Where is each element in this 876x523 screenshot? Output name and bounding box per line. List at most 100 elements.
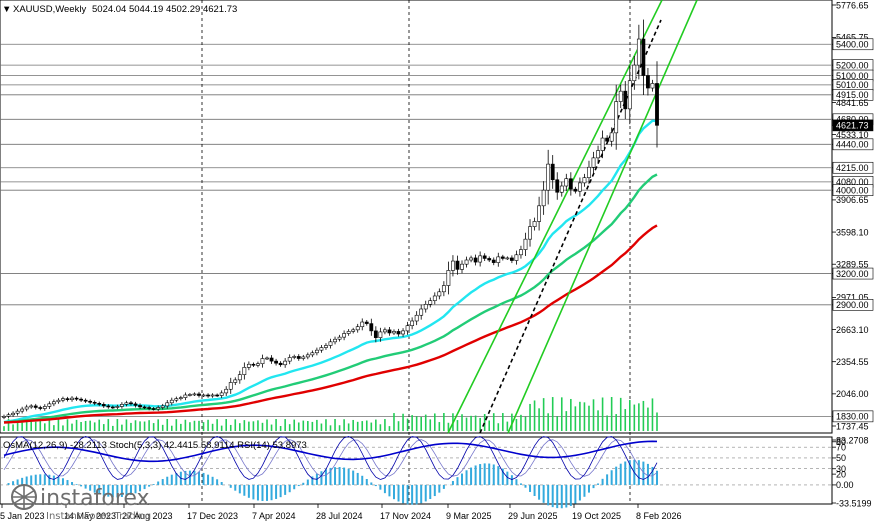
candle-body-118 (537, 205, 541, 222)
candle-103 (469, 255, 473, 263)
price-tick-label-24: 1830.00 (836, 412, 869, 422)
candle-body-136 (618, 90, 623, 102)
candle-body-27 (124, 402, 129, 405)
candle-body-101 (460, 263, 464, 270)
candle-59 (269, 355, 274, 364)
candle-83 (378, 327, 383, 342)
price-tick-label-23: 2046.00 (836, 389, 869, 399)
candle-34 (156, 405, 161, 412)
candle-5 (24, 404, 29, 412)
candle-body-10 (47, 403, 52, 407)
candle-141 (641, 19, 646, 96)
indicator-label: OsMA(12,26,9) -28.2113 Stoch(5,3,3) 42.4… (3, 440, 307, 451)
candle-body-25 (115, 406, 120, 408)
candle-body-85 (387, 329, 392, 334)
candle-13 (61, 396, 65, 403)
candle-body-95 (432, 295, 437, 301)
brand-name: instaforex (40, 486, 150, 511)
candle-body-123 (559, 185, 564, 193)
oscillators (0, 435, 832, 509)
candle-body-77 (351, 329, 356, 332)
candle-body-70 (319, 347, 324, 351)
candle-86 (392, 329, 396, 336)
candle-body-96 (437, 291, 442, 297)
candle-body-52 (237, 374, 242, 381)
candle-125 (568, 172, 573, 196)
candle-119 (541, 181, 546, 215)
candle-body-4 (20, 408, 25, 412)
candle-body-43 (197, 393, 201, 396)
candle-101 (460, 260, 464, 274)
channel-lower-line (507, 0, 698, 434)
candle-137 (623, 81, 628, 119)
time-axis: 5 Jan 2023 14 May 2023 27 Aug 2023 17 Dec 2… (0, 504, 682, 521)
candle-body-138 (627, 80, 632, 110)
candle-18 (83, 398, 88, 404)
candle-body-22 (101, 404, 106, 407)
candle-body-87 (396, 331, 401, 335)
price-tag-box-12 (832, 161, 874, 174)
candle-body-129 (587, 166, 591, 178)
candle-20 (92, 400, 97, 406)
candle-body-14 (65, 398, 70, 400)
candle-body-32 (147, 407, 152, 409)
candlesticks (2, 19, 659, 420)
support-resistance-levels (0, 43, 832, 417)
candle-70 (319, 345, 324, 353)
symbol-arrow-icon: ▼ (2, 4, 11, 15)
candle-body-102 (464, 259, 469, 265)
candle-126 (573, 186, 578, 194)
price-tick-label-5: 5010.00 (836, 80, 869, 90)
candle-body-65 (296, 356, 301, 359)
candle-24 (110, 405, 115, 410)
time-tick-label-2: 27 Aug 2023 (122, 511, 173, 521)
candle-body-59 (269, 357, 274, 362)
price-tick-label-25: 1737.45 (836, 421, 869, 431)
main-panel-frame (0, 0, 833, 434)
price-tick-label-20: 2900.00 (836, 300, 869, 310)
price-tick-label-11: 4440.00 (836, 140, 869, 150)
candle-39 (178, 395, 183, 401)
candle-97 (441, 281, 446, 297)
candle-body-45 (206, 394, 210, 397)
candle-44 (201, 393, 206, 398)
candle-body-53 (242, 367, 247, 375)
candle-body-30 (138, 405, 142, 408)
candle-52 (237, 370, 242, 384)
candle-body-18 (83, 399, 88, 402)
candle-134 (609, 127, 614, 147)
candle-81 (369, 318, 374, 336)
candle-73 (333, 336, 337, 345)
candle-body-42 (192, 393, 197, 396)
candle-body-47 (215, 394, 220, 397)
candle-79 (360, 318, 365, 331)
candle-body-8 (38, 407, 43, 409)
candle-body-26 (120, 404, 124, 407)
candle-89 (405, 321, 410, 335)
candle-body-0 (2, 416, 6, 418)
moving-averages (3, 119, 658, 424)
candle-body-15 (70, 397, 74, 400)
time-tick-label-8: 29 Jun 2025 (508, 511, 558, 521)
price-tick-label-19: 2971.05 (836, 293, 869, 303)
candle-body-112 (509, 257, 514, 261)
candle-114 (519, 245, 523, 259)
candle-1 (6, 412, 11, 419)
candle-120 (546, 149, 551, 205)
candle-9 (42, 404, 47, 411)
candle-body-144 (655, 83, 659, 126)
candle-99 (451, 255, 455, 277)
candle-body-127 (578, 182, 582, 192)
candle-body-110 (500, 256, 505, 259)
osc-tick-label-1: 80 (836, 437, 846, 447)
candle-140 (636, 24, 641, 80)
price-tick-label-17: 3289.55 (836, 260, 869, 270)
candle-60 (274, 358, 278, 366)
candle-2 (11, 411, 15, 417)
price-tag-box-11 (832, 138, 874, 151)
candle-body-17 (79, 398, 83, 401)
candle-body-98 (446, 270, 451, 286)
price-tick-label-10: 4533.10 (836, 130, 869, 140)
candle-body-34 (156, 407, 161, 410)
